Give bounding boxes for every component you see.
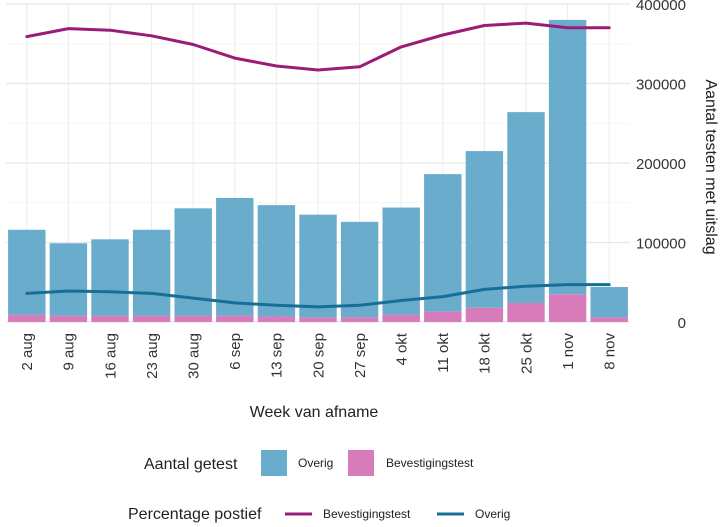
y-tick-label: 0 [678,315,686,332]
x-tick-label: 2 aug [19,333,36,371]
legend-bars: Aantal getest Overig Bevestigingstest [144,450,474,476]
bar-bevestigingstest [299,317,337,322]
legend-bars-title: Aantal getest [144,456,238,473]
legend-bars-label-bevestigingstest: Bevestigingstest [386,456,474,470]
x-tick-label: 25 okt [518,332,535,374]
bar-overig [507,112,545,303]
y-tick-labels: 0 100000 200000 300000 400000 [636,0,686,332]
legend-bars-key-overig [261,450,287,476]
bar-bevestigingstest [548,294,587,322]
bar-overig [590,287,628,318]
bar-overig [424,174,462,312]
x-tick-label: 18 okt [477,332,494,374]
x-tick-labels: 2 aug 9 aug 16 aug 23 aug 30 aug 6 sep 13 sep 2… [19,332,618,379]
y-tick-label: 300000 [636,77,686,94]
bar-bevestigingstest [590,317,628,322]
legend-lines-label-overig: Overig [475,507,510,521]
bars [8,19,628,322]
x-tick-label: 1 nov [560,333,577,370]
bar-bevestigingstest [340,317,379,322]
bar-overig [132,229,171,316]
line-overig [25,283,611,309]
x-tick-label: 8 nov [601,333,618,370]
legend-lines: Percentage postief Bevestigingstest Over… [128,506,510,523]
bar-bevestigingstest [507,302,545,322]
y-axis-label: Aantal testen met uitslag [702,79,719,254]
bar-bevestigingstest [91,315,129,322]
bar-bevestigingstest [424,311,462,322]
bar-overig [216,197,254,316]
x-tick-label: 4 okt [393,332,410,365]
x-tick-label: 27 sep [352,333,369,378]
x-tick-label: 11 okt [435,332,452,373]
x-tick-label: 16 aug [102,333,119,379]
bar-bevestigingstest [257,316,296,322]
bar-overig [465,151,504,308]
bar-overig [91,239,129,316]
bar-bevestigingstest [49,315,88,322]
x-axis-label: Week van afname [250,404,379,421]
bar-bevestigingstest [465,307,504,322]
y-tick-label: 400000 [636,0,686,14]
bar-overig [299,214,337,318]
x-tick-label: 9 aug [61,333,78,371]
lines [25,21,611,309]
bar-overig [8,229,46,315]
legend-lines-label-bevestigingstest: Bevestigingstest [323,507,411,521]
bar-bevestigingstest [132,315,171,322]
bar-bevestigingstest [382,314,420,322]
bar-bevestigingstest [216,315,254,322]
x-tick-label: 30 aug [185,333,202,379]
legend-lines-title: Percentage postief [128,506,262,523]
y-tick-label: 100000 [636,236,686,253]
bar-overig [382,207,420,315]
x-tick-label: 6 sep [227,333,244,370]
bar-overig [257,205,296,317]
bar-overig [548,19,587,295]
x-tick-label: 23 aug [144,333,161,379]
x-tick-label: 13 sep [269,333,286,378]
legend-bars-key-bevestigingstest [348,450,374,476]
line-bevestigingstest [25,21,611,72]
x-tick-label: 20 sep [310,333,327,378]
bar-bevestigingstest [8,314,46,322]
y-tick-label: 200000 [636,156,686,173]
legend-bars-label-overig: Overig [298,456,333,470]
bar-overig [340,221,379,318]
bar-overig [49,243,88,316]
bar-bevestigingstest [174,315,212,322]
